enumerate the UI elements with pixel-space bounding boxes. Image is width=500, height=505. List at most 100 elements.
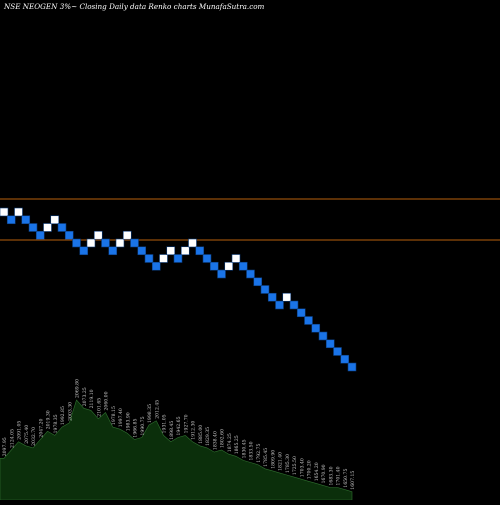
volume-label: 2012.45 xyxy=(154,400,160,419)
volume-label: 1683.30 xyxy=(328,466,334,485)
renko-brick-down xyxy=(217,269,226,279)
renko-brick-down xyxy=(260,285,270,294)
volume-area xyxy=(0,399,353,501)
renko-brick-up xyxy=(86,238,96,248)
renko-brick-down xyxy=(238,261,248,271)
renko-brick-down xyxy=(202,254,212,263)
volume-label: 1701.40 xyxy=(336,466,342,485)
renko-brick-up xyxy=(93,230,103,240)
volume-label: 1700.20 xyxy=(307,460,313,479)
volume-label: 2003.30 xyxy=(67,402,73,421)
renko-brick-down xyxy=(173,254,183,263)
renko-brick-down xyxy=(101,238,110,248)
volume-label: 1607.15 xyxy=(350,471,356,490)
renko-brick-down xyxy=(347,362,357,372)
renko-brick-up xyxy=(122,230,132,240)
renko-brick-down xyxy=(6,215,16,225)
volume-area-fill xyxy=(0,399,353,501)
renko-brick-up xyxy=(282,292,292,302)
volume-label: 2101.65 xyxy=(96,398,102,417)
volume-label: 1838.40 xyxy=(212,431,218,450)
renko-brick-down xyxy=(340,354,350,364)
renko-brick-up xyxy=(180,246,190,256)
volume-label: 1785.30 xyxy=(285,454,291,473)
renko-brick-up xyxy=(50,215,60,225)
volume-label: 1821.40 xyxy=(278,452,284,471)
volume-label: 1650.75 xyxy=(343,469,349,488)
volume-label: 1927.70 xyxy=(183,414,189,433)
volume-label: 2073.25 xyxy=(82,387,88,406)
renko-brick-up xyxy=(166,246,176,256)
volume-label: 1670.90 xyxy=(321,464,327,483)
renko-brick-down xyxy=(195,246,205,256)
volume-label: 1830.45 xyxy=(241,439,247,458)
volume-label: 1942.65 xyxy=(176,416,182,435)
volume-label: 2124.05 xyxy=(9,429,15,448)
volume-label: 1874.25 xyxy=(227,433,233,452)
volume-label: 1865.25 xyxy=(234,435,240,454)
volume-label: 2097.95 xyxy=(2,437,8,456)
renko-brick-up xyxy=(14,207,23,217)
renko-brick-down xyxy=(28,223,38,232)
volume-label: 1966.85 xyxy=(133,419,139,438)
volume-label: 1912.30 xyxy=(191,421,197,440)
renko-brick-down xyxy=(130,238,139,248)
renko-brick-down xyxy=(137,246,147,256)
volume-labels: 2097.95 2124.05 2091.05 2075.40 2032.70 2047.… xyxy=(2,379,356,490)
volume-label: 2032.70 xyxy=(31,427,37,446)
renko-brick-down xyxy=(35,230,45,240)
renko-brick-up xyxy=(231,254,241,263)
volume-label: 1703.40 xyxy=(299,458,305,477)
volume-label: 1802.60 xyxy=(220,429,226,448)
renko-brick-down xyxy=(246,269,255,279)
renko-brick-down xyxy=(21,215,31,225)
renko-brick-up xyxy=(0,207,9,217)
renko-brick-down xyxy=(325,339,335,349)
volume-label: 1978.35 xyxy=(53,414,59,433)
volume-label: 1898.45 xyxy=(169,421,175,440)
renko-brick-down xyxy=(275,300,284,310)
renko-brick-down xyxy=(311,323,321,333)
renko-brick-down xyxy=(333,347,342,356)
renko-brick-up xyxy=(43,223,52,232)
volume-label: 2075.40 xyxy=(24,425,30,444)
volume-label: 1725.50 xyxy=(292,456,298,475)
volume-label: 1997.40 xyxy=(118,408,124,427)
renko-bricks xyxy=(0,207,357,372)
volume-label: 2069.80 xyxy=(75,379,81,398)
volume-label: 1833.50 xyxy=(249,441,255,460)
volume-label: 1792.75 xyxy=(256,444,262,463)
volume-label: 1983.90 xyxy=(125,412,131,431)
volume-label: 1654.20 xyxy=(314,462,320,481)
volume-label: 1990.75 xyxy=(140,416,146,435)
renko-brick-down xyxy=(108,246,118,256)
renko-brick-up xyxy=(115,238,125,248)
renko-brick-down xyxy=(209,261,219,271)
renko-brick-down xyxy=(64,230,74,240)
volume-label: 2060.00 xyxy=(104,391,110,410)
chart-title: NSE NEOGEN 3%~ Closing Daily data Renko … xyxy=(3,2,265,11)
renko-brick-down xyxy=(267,292,277,302)
renko-brick-up xyxy=(224,261,234,271)
renko-brick-up xyxy=(188,238,197,248)
volume-label: 1992.85 xyxy=(60,406,66,425)
renko-brick-down xyxy=(296,308,306,318)
volume-label: 1998.35 xyxy=(147,404,153,423)
volume-label: 2119.10 xyxy=(89,389,95,408)
renko-brick-down xyxy=(253,277,263,287)
volume-label: 1829.35 xyxy=(205,427,211,446)
level-lines xyxy=(0,198,500,241)
renko-brick-down xyxy=(57,223,67,232)
volume-label: 1978.15 xyxy=(111,406,117,425)
renko-brick-down xyxy=(304,316,313,325)
volume-label: 2019.30 xyxy=(46,410,52,429)
volume-label: 1931.05 xyxy=(162,414,168,433)
volume-label: 2047.20 xyxy=(38,419,44,438)
renko-brick-down xyxy=(289,300,299,310)
volume-label: 1885.00 xyxy=(198,425,204,444)
renko-brick-up xyxy=(159,254,168,263)
renko-brick-down xyxy=(79,246,89,256)
renko-brick-down xyxy=(318,331,328,341)
